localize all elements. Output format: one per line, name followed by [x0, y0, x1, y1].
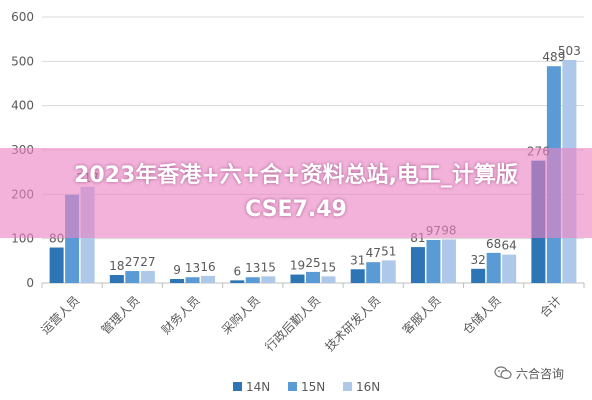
bar	[140, 271, 155, 283]
category-label: 技术研发人员	[322, 293, 384, 355]
legend-label: 14N	[246, 380, 270, 394]
data-label: 13	[185, 261, 200, 275]
data-label: 27	[125, 255, 140, 269]
overlay-banner: 2023年香港+六+合+资料总站,电工_计算版CSE7.49	[0, 148, 592, 238]
y-tick-label: 400	[11, 99, 34, 113]
y-tick-label: 500	[11, 54, 34, 68]
data-label: 15	[261, 260, 276, 274]
bar	[471, 268, 486, 283]
data-label: 51	[381, 244, 396, 258]
category-label: 仓储人员	[459, 293, 504, 338]
data-label: 27	[140, 255, 155, 269]
bar	[290, 274, 305, 283]
category-label: 合计	[536, 293, 564, 321]
overlay-title: 2023年香港+六+合+资料总站,电工_计算版CSE7.49	[74, 163, 518, 222]
bar	[125, 271, 140, 283]
bar	[230, 280, 245, 283]
watermark-text: 六合咨询	[516, 366, 565, 381]
bar	[201, 275, 216, 283]
bar	[486, 252, 501, 283]
bar	[410, 247, 425, 283]
legend-label: 16N	[356, 380, 380, 394]
bar	[426, 239, 441, 283]
bar	[170, 279, 185, 283]
category-label: 行政后勤人员	[262, 293, 323, 354]
data-label: 9	[173, 263, 181, 277]
bar	[502, 254, 517, 283]
bar	[109, 275, 124, 283]
bar	[261, 276, 276, 283]
data-label: 6	[233, 264, 241, 278]
data-label: 25	[305, 256, 320, 270]
bar	[381, 260, 396, 283]
legend-swatch	[233, 382, 242, 391]
category-labels: 运营人员 管理人员 财务人员 采购人员 行政后勤人员 技术研发人员 客服人员 仓储人员 合计	[38, 283, 585, 355]
data-label: 47	[366, 246, 381, 260]
legend-swatch	[288, 382, 297, 391]
category-label: 采购人员	[218, 293, 263, 338]
category-label: 管理人员	[98, 293, 143, 338]
bar	[306, 271, 320, 283]
category-label: 客服人员	[399, 293, 444, 338]
bar	[245, 277, 260, 283]
bar	[185, 277, 200, 283]
legend: 14N 15N 16N	[233, 380, 380, 394]
data-label: 15	[321, 260, 336, 274]
wechat-icon	[494, 366, 512, 380]
y-tick-label: 0	[26, 276, 34, 290]
data-label: 13	[245, 261, 260, 275]
bar	[321, 276, 336, 283]
bar	[350, 269, 365, 283]
data-label: 64	[502, 239, 517, 253]
legend-swatch	[343, 382, 352, 391]
bar	[441, 239, 456, 283]
bar	[49, 247, 64, 283]
category-label: 运营人员	[38, 293, 82, 337]
y-tick-label: 600	[11, 10, 34, 24]
category-label: 财务人员	[158, 293, 203, 338]
data-label: 31	[350, 253, 365, 267]
data-label: 19	[290, 259, 305, 273]
data-label: 489	[542, 50, 565, 64]
data-label: 68	[486, 237, 501, 251]
legend-label: 15N	[301, 380, 325, 394]
data-label: 18	[109, 259, 124, 273]
data-label: 32	[471, 253, 486, 267]
data-label: 503	[558, 44, 581, 58]
watermark: 六合咨询	[494, 364, 564, 382]
bar	[366, 262, 381, 283]
data-label: 16	[200, 260, 215, 274]
